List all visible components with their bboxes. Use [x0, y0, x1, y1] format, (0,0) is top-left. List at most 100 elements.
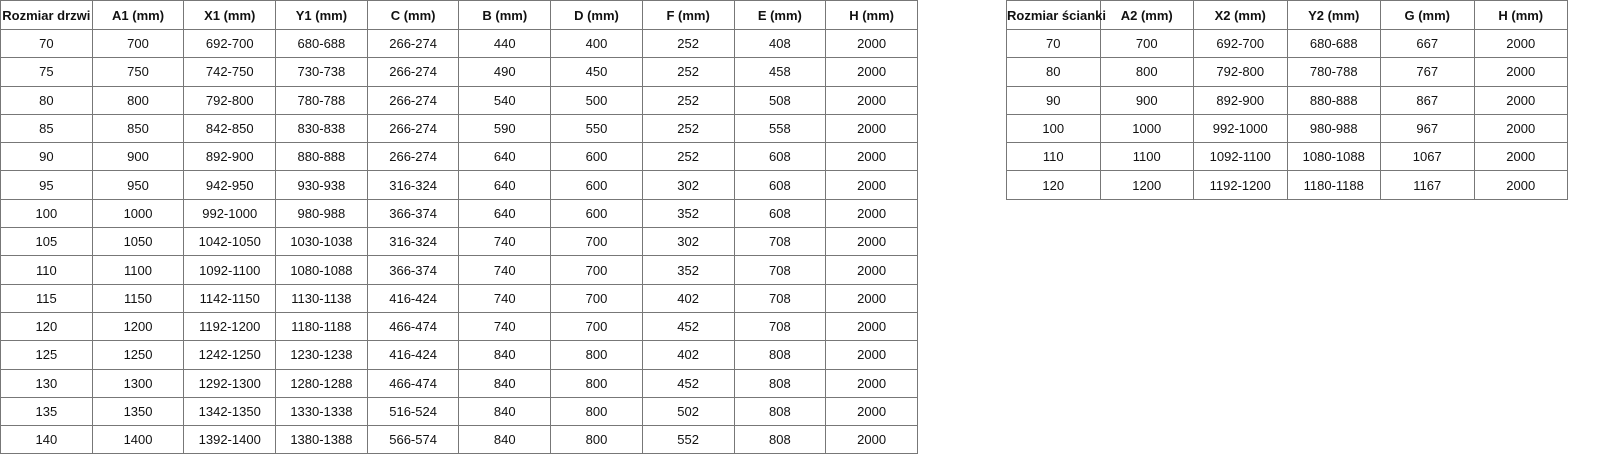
- table-cell: 302: [641, 227, 735, 257]
- table-cell: 566-574: [366, 425, 460, 455]
- column-header: F (mm): [641, 0, 735, 30]
- table-cell: 95: [0, 170, 93, 200]
- table-cell: 402: [641, 283, 735, 313]
- table-cell: 252: [641, 57, 735, 87]
- table-cell: 416-424: [366, 283, 460, 313]
- table-row: 95 950 942-950 930-938 316-324 640 600 302 608 20…: [0, 170, 918, 200]
- table-row: 120 1200 1192-1200 1180-1188 1167 2000: [1006, 170, 1568, 200]
- table-row: 90 900 892-900 880-888 867 2000: [1006, 85, 1568, 115]
- table-cell: 2000: [825, 396, 918, 427]
- table-cell: 85: [0, 113, 93, 144]
- table-cell: 900: [91, 142, 185, 172]
- column-header: A2 (mm): [1099, 0, 1194, 30]
- table-cell: 1330-1338: [275, 396, 368, 427]
- column-header: G (mm): [1380, 0, 1475, 30]
- table-cell: 90: [0, 142, 93, 172]
- table-cell: 452: [641, 368, 735, 398]
- column-header: Y2 (mm): [1286, 0, 1381, 30]
- table-cell: 1130-1138: [275, 283, 368, 313]
- table-cell: 740: [458, 255, 552, 285]
- table-cell: 366-374: [366, 255, 460, 285]
- table-cell: 2000: [1473, 142, 1568, 172]
- table-cell: 780-788: [275, 85, 368, 115]
- table-cell: 416-424: [366, 340, 460, 370]
- table-cell: 2000: [825, 425, 918, 455]
- table-cell: 840: [458, 340, 552, 370]
- table-cell: 500: [550, 85, 643, 115]
- table-cell: 608: [733, 142, 827, 172]
- table-cell: 992-1000: [183, 198, 277, 229]
- table-cell: 366-374: [366, 198, 460, 229]
- table-cell: 992-1000: [1193, 113, 1288, 144]
- table-cell: 892-900: [183, 142, 277, 172]
- table-cell: 458: [733, 57, 827, 87]
- table-cell: 130: [0, 368, 93, 398]
- table-cell: 1200: [91, 311, 185, 342]
- table-cell: 1300: [91, 368, 185, 398]
- table-cell: 730-738: [275, 57, 368, 87]
- table-cell: 792-800: [1193, 57, 1288, 87]
- table-cell: 1192-1200: [183, 311, 277, 342]
- table-cell: 700: [550, 283, 643, 313]
- table-cell: 708: [733, 255, 827, 285]
- table-cell: 808: [733, 340, 827, 370]
- table-cell: 100: [0, 198, 93, 229]
- table-cell: 808: [733, 396, 827, 427]
- table-cell: 740: [458, 227, 552, 257]
- table-cell: 700: [91, 28, 185, 59]
- table-cell: 2000: [825, 85, 918, 115]
- table-cell: 1342-1350: [183, 396, 277, 427]
- column-header: X1 (mm): [183, 0, 277, 30]
- table-cell: 80: [0, 85, 93, 115]
- wall-dimensions-table: Rozmiar ścianki A2 (mm) X2 (mm) Y2 (mm) G (m…: [1006, 0, 1568, 200]
- table-cell: 840: [458, 425, 552, 455]
- column-header: B (mm): [458, 0, 552, 30]
- table-cell: 90: [1006, 85, 1101, 115]
- table-cell: 2000: [825, 113, 918, 144]
- table-cell: 316-324: [366, 170, 460, 200]
- table-cell: 640: [458, 198, 552, 229]
- table-cell: 950: [91, 170, 185, 200]
- table-cell: 600: [550, 170, 643, 200]
- table-cell: 115: [0, 283, 93, 313]
- table-cell: 680-688: [1286, 28, 1381, 59]
- table-cell: 590: [458, 113, 552, 144]
- table-cell: 408: [733, 28, 827, 59]
- header-row: Rozmiar drzwi A1 (mm) X1 (mm) Y1 (mm) C (mm)…: [0, 0, 918, 30]
- table-cell: 708: [733, 227, 827, 257]
- table-cell: 1350: [91, 396, 185, 427]
- table-cell: 75: [0, 57, 93, 87]
- table-cell: 780-788: [1286, 57, 1381, 87]
- table-cell: 930-938: [275, 170, 368, 200]
- table-cell: 252: [641, 142, 735, 172]
- table-cell: 767: [1380, 57, 1475, 87]
- table-cell: 2000: [1473, 57, 1568, 87]
- table-cell: 880-888: [275, 142, 368, 172]
- table-row: 90 900 892-900 880-888 266-274 640 600 252 608 20…: [0, 142, 918, 172]
- table-row: 125 1250 1242-1250 1230-1238 416-424 840 800 40…: [0, 340, 918, 370]
- table-cell: 900: [1099, 85, 1194, 115]
- table-cell: 2000: [825, 255, 918, 285]
- table-cell: 980-988: [1286, 113, 1381, 144]
- table-cell: 792-800: [183, 85, 277, 115]
- table-cell: 1180-1188: [1286, 170, 1381, 200]
- table-cell: 120: [1006, 170, 1101, 200]
- column-header: E (mm): [733, 0, 827, 30]
- column-header: X2 (mm): [1193, 0, 1288, 30]
- table-row: 135 1350 1342-1350 1330-1338 516-524 840 800 50…: [0, 396, 918, 427]
- table-cell: 266-274: [366, 57, 460, 87]
- table-cell: 1092-1100: [1193, 142, 1288, 172]
- table-cell: 880-888: [1286, 85, 1381, 115]
- table-row: 100 1000 992-1000 980-988 967 2000: [1006, 113, 1568, 144]
- door-dimensions-table: Rozmiar drzwi A1 (mm) X1 (mm) Y1 (mm) C (mm)…: [0, 0, 918, 455]
- table-cell: 2000: [1473, 170, 1568, 200]
- table-cell: 1250: [91, 340, 185, 370]
- table-cell: 980-988: [275, 198, 368, 229]
- table-row: 110 1100 1092-1100 1080-1088 1067 2000: [1006, 142, 1568, 172]
- table-cell: 1150: [91, 283, 185, 313]
- table-cell: 640: [458, 170, 552, 200]
- table-cell: 2000: [1473, 85, 1568, 115]
- table-cell: 742-750: [183, 57, 277, 87]
- column-header: H (mm): [825, 0, 918, 30]
- table-cell: 800: [1099, 57, 1194, 87]
